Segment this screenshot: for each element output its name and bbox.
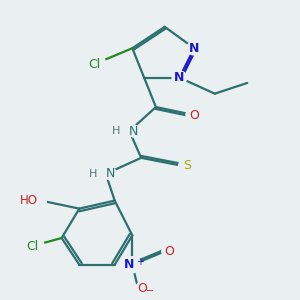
Text: −: − [146,286,154,296]
Circle shape [104,168,117,180]
Circle shape [82,54,106,75]
Circle shape [135,282,150,296]
Text: N: N [129,124,139,138]
Text: O: O [138,282,148,295]
Circle shape [91,168,103,180]
Circle shape [162,245,176,258]
Text: H: H [88,169,97,179]
Circle shape [127,125,140,137]
Circle shape [178,158,195,173]
Text: O: O [189,109,199,122]
Text: N: N [106,167,115,180]
Text: S: S [183,159,191,172]
Circle shape [24,190,46,211]
Text: H: H [112,126,120,136]
Text: N: N [174,71,184,84]
Circle shape [114,125,127,137]
Text: +: + [136,257,144,267]
Text: Cl: Cl [88,58,100,71]
Text: HO: HO [20,194,38,207]
Text: Cl: Cl [26,239,38,253]
Circle shape [172,71,187,84]
Text: N: N [124,258,135,271]
Text: N: N [189,42,200,55]
Text: O: O [164,245,174,258]
Circle shape [187,41,202,55]
Circle shape [186,108,202,122]
Circle shape [124,257,141,273]
Circle shape [20,236,44,257]
